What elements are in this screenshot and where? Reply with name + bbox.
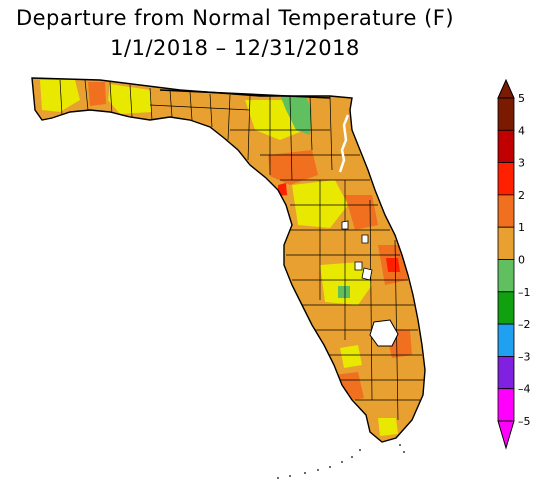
legend-band-3 [497, 194, 515, 228]
zone-yellow-central [320, 262, 372, 305]
lake-central-3 [354, 261, 363, 271]
legend-band-6 [497, 291, 515, 325]
legend-tick-label: –4 [518, 383, 531, 396]
lake-central-4 [361, 267, 373, 281]
legend-band-5 [497, 259, 515, 293]
legend-tick-label: –3 [518, 350, 531, 363]
zone-yellow-panhandle-west [40, 80, 80, 112]
zone-yellow-keys-tip [378, 418, 398, 436]
lake-okeechobee [369, 319, 399, 347]
legend-tick-label: 3 [518, 157, 525, 170]
zone-orange-swcoast [334, 372, 364, 402]
legend-band-9 [497, 388, 515, 422]
legend-band-7 [497, 323, 515, 357]
zone-green-central [338, 286, 350, 298]
map-title: Departure from Normal Temperature (F) [15, 6, 455, 30]
map-date-range: 1/1/2018 – 12/31/2018 [110, 36, 360, 60]
zone-yellow-swfl [340, 345, 362, 368]
legend-band-1 [497, 129, 515, 164]
lake-central-1 [341, 220, 349, 230]
zone-yellow-panhandle-mid [108, 84, 152, 114]
legend-bottom-arrow [497, 420, 515, 450]
legend-band-2 [497, 162, 515, 196]
zone-orange-north [268, 150, 318, 185]
legend-tick-label: 5 [518, 92, 525, 105]
lake-central-2 [361, 234, 369, 244]
legend-top-arrow [497, 78, 515, 99]
legend-tick-label: –5 [518, 415, 531, 428]
zone-orange-panhandle [88, 82, 106, 106]
zone-red-eastcoast [386, 258, 400, 272]
state-base-fill [32, 78, 425, 442]
st-johns-river [338, 114, 350, 173]
legend-tick-label: –1 [518, 286, 531, 299]
legend-band-4 [497, 226, 515, 260]
legend-tick-label: 0 [518, 254, 525, 267]
florida-keys [277, 444, 405, 479]
legend-tick-label: 1 [518, 221, 525, 234]
legend-band-0 [497, 97, 515, 131]
legend-tick-label: 2 [518, 189, 525, 202]
florida-outline [31, 77, 426, 443]
legend-tick-label: –2 [518, 318, 531, 331]
state-border-north [159, 89, 331, 99]
legend-band-8 [497, 355, 515, 390]
legend-tick-label: 4 [518, 124, 525, 137]
county-boundaries [59, 79, 424, 421]
